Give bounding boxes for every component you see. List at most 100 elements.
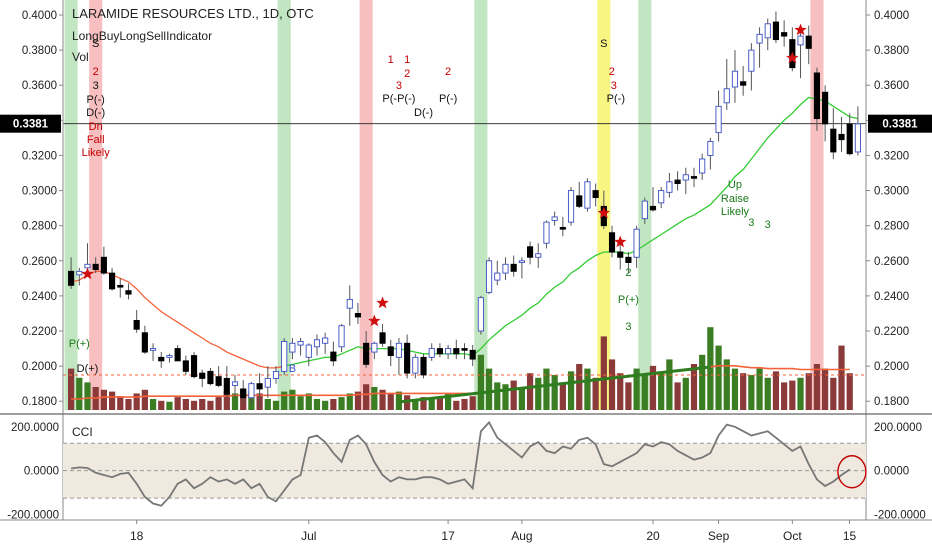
candle-body bbox=[100, 256, 107, 274]
candle-body bbox=[477, 297, 484, 332]
volume-bar bbox=[822, 368, 829, 410]
candle-body bbox=[690, 176, 698, 179]
price-tick-label-left: 0.2200 bbox=[22, 326, 57, 338]
candle-body bbox=[133, 320, 140, 330]
signal-marker: Dn bbox=[89, 121, 103, 133]
price-tag-right bbox=[868, 114, 932, 133]
volume-bar bbox=[625, 382, 632, 410]
volume-bar bbox=[485, 368, 493, 410]
volume-bar bbox=[387, 393, 394, 410]
volume-bar bbox=[100, 389, 107, 410]
volume-bar bbox=[436, 397, 444, 410]
volume-bar bbox=[330, 398, 337, 410]
price-tick-label-right: 0.4000 bbox=[874, 10, 909, 22]
candle-body bbox=[674, 179, 681, 184]
candle-body bbox=[559, 226, 566, 230]
signal-marker: P(-) bbox=[607, 93, 625, 105]
volume-bar bbox=[592, 377, 599, 410]
candle-body bbox=[756, 33, 763, 44]
volume-bar bbox=[666, 359, 673, 410]
volume-bar bbox=[444, 393, 452, 410]
candle-body bbox=[453, 348, 460, 355]
volume-bar bbox=[576, 364, 583, 410]
signal-marker: P(-P(-) bbox=[382, 93, 415, 105]
signal-marker: S bbox=[600, 38, 607, 50]
sell-band bbox=[89, 0, 103, 410]
price-tick-label-left: 0.2400 bbox=[22, 291, 57, 303]
signal-marker: 2 bbox=[404, 68, 410, 80]
candle-body bbox=[109, 272, 116, 290]
candle-body bbox=[199, 372, 206, 379]
volume-bar bbox=[117, 396, 124, 410]
signal-marker: 2 bbox=[93, 66, 99, 78]
volume-bar bbox=[371, 387, 378, 410]
volume-bar bbox=[526, 373, 534, 410]
volume-bar bbox=[846, 373, 853, 410]
volume-bar bbox=[182, 398, 189, 410]
candle-body bbox=[158, 356, 165, 362]
cci-tick-label-left: 200.0000 bbox=[11, 422, 59, 434]
volume-bar bbox=[322, 400, 329, 410]
cci-tick-label-right: -200.0000 bbox=[874, 510, 926, 522]
price-tick-label-right: 0.2400 bbox=[874, 291, 909, 303]
volume-bar bbox=[535, 377, 542, 410]
volume-bar bbox=[649, 365, 657, 410]
candle-body bbox=[723, 88, 730, 104]
candle-body bbox=[305, 344, 312, 358]
volume-bar bbox=[199, 398, 206, 410]
volume-bar bbox=[805, 373, 812, 410]
price-tick-label-right: 0.2000 bbox=[874, 361, 909, 373]
candle-body bbox=[846, 123, 853, 155]
volume-bar bbox=[748, 375, 755, 410]
volume-bar bbox=[231, 393, 239, 410]
candle-body bbox=[822, 91, 829, 125]
volume-bar bbox=[789, 380, 796, 410]
candle-body bbox=[256, 383, 263, 390]
volume-label: Vol bbox=[72, 50, 89, 64]
cci-tick-label-left: 0.0000 bbox=[24, 466, 59, 478]
price-tick-label-right: 0.3000 bbox=[874, 186, 909, 198]
candle-body bbox=[371, 342, 378, 353]
volume-bar bbox=[289, 389, 296, 410]
cci-tick-label-left: -200.0000 bbox=[7, 510, 59, 522]
cci-line bbox=[70, 420, 851, 507]
volume-bar bbox=[543, 368, 550, 410]
signal-marker: 3 bbox=[625, 321, 631, 333]
volume-bar bbox=[764, 377, 771, 410]
volume-bar bbox=[674, 382, 681, 410]
volume-bar bbox=[641, 375, 648, 410]
volume-bar bbox=[682, 377, 689, 410]
volume-bar bbox=[404, 395, 411, 410]
volume-bar bbox=[346, 393, 353, 410]
volume-bar bbox=[469, 396, 476, 410]
candle-body bbox=[338, 325, 345, 348]
price-tick-label-right: 0.3600 bbox=[874, 80, 909, 92]
volume-bar bbox=[699, 354, 706, 410]
signal-marker: 2 bbox=[625, 267, 631, 279]
volume-bar bbox=[567, 371, 575, 410]
volume-bar bbox=[608, 359, 616, 410]
volume-bar bbox=[428, 398, 435, 410]
volume-bar bbox=[461, 398, 468, 410]
volume-bar bbox=[412, 398, 419, 410]
volume-ma-line bbox=[71, 364, 850, 400]
candle-body bbox=[764, 23, 771, 39]
candle-body bbox=[543, 221, 550, 244]
volume-bar bbox=[67, 368, 75, 410]
signal-marker: 3 bbox=[611, 80, 617, 92]
price-tag-left-text: 0.3381 bbox=[13, 119, 49, 131]
signal-star bbox=[376, 296, 389, 309]
price-tick-label-left: 0.2600 bbox=[22, 256, 57, 268]
candle-body bbox=[207, 370, 214, 385]
candle-body bbox=[715, 105, 722, 134]
volume-bar bbox=[723, 359, 730, 410]
time-tick-label: 18 bbox=[130, 529, 144, 543]
sell-band bbox=[810, 0, 824, 410]
candle-body bbox=[281, 341, 288, 372]
candle-body bbox=[567, 190, 575, 223]
time-tick-label: Sep bbox=[708, 529, 730, 543]
volume-bar bbox=[313, 398, 321, 410]
candle-body bbox=[346, 298, 353, 309]
candle-body bbox=[76, 270, 83, 276]
time-tick-label: 17 bbox=[441, 529, 455, 543]
